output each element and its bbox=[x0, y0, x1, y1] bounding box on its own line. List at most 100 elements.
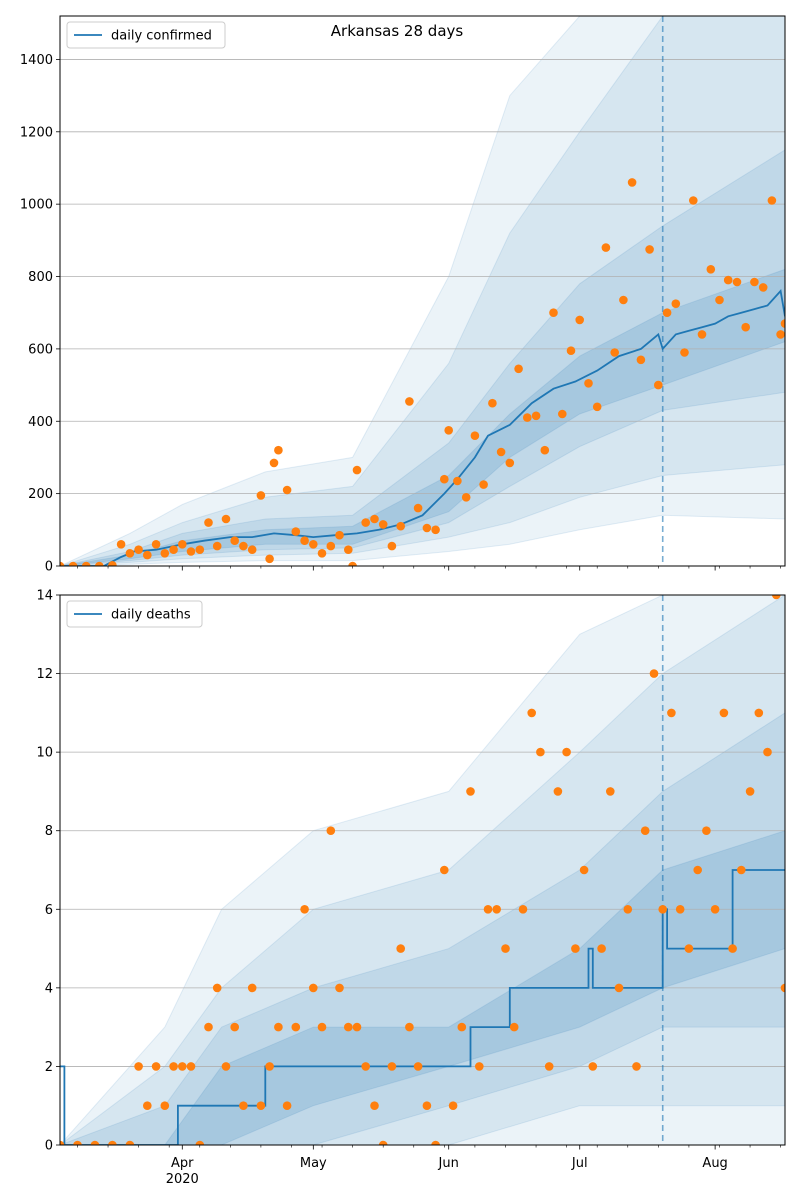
data-point bbox=[265, 1062, 274, 1071]
data-point bbox=[601, 243, 611, 252]
data-point bbox=[335, 983, 344, 993]
data-point bbox=[274, 1022, 283, 1032]
legend-box bbox=[66, 21, 226, 49]
data-point bbox=[256, 1101, 266, 1110]
data-point bbox=[763, 747, 772, 757]
data-point bbox=[396, 521, 406, 531]
data-point bbox=[627, 178, 637, 187]
data-point bbox=[658, 905, 667, 914]
data-point bbox=[125, 1140, 135, 1145]
data-point bbox=[60, 561, 65, 566]
y-tick-label: 4 bbox=[45, 981, 53, 996]
data-point bbox=[378, 520, 388, 529]
data-point bbox=[750, 277, 759, 287]
data-point bbox=[741, 322, 750, 332]
data-point bbox=[488, 398, 497, 408]
data-point bbox=[649, 669, 659, 678]
data-point bbox=[151, 540, 161, 549]
data-point bbox=[108, 561, 117, 566]
legend-label: daily confirmed bbox=[111, 29, 212, 44]
y-tick-label: 0 bbox=[45, 1139, 53, 1154]
data-point bbox=[453, 476, 462, 486]
data-point bbox=[186, 1062, 196, 1071]
data-point bbox=[470, 431, 480, 441]
y-tick-label: 2 bbox=[45, 1060, 53, 1075]
data-point bbox=[90, 1140, 100, 1145]
legend-label: daily deaths bbox=[111, 608, 191, 623]
data-point bbox=[475, 1062, 484, 1071]
data-point bbox=[571, 944, 580, 953]
data-point bbox=[523, 413, 532, 422]
data-point bbox=[540, 445, 550, 455]
data-point bbox=[396, 944, 406, 953]
data-point bbox=[728, 944, 737, 953]
data-point bbox=[239, 541, 248, 551]
data-point bbox=[619, 295, 628, 305]
data-point bbox=[496, 447, 506, 457]
data-point bbox=[509, 1022, 519, 1032]
data-point bbox=[195, 545, 205, 554]
data-point bbox=[719, 708, 729, 718]
data-point bbox=[754, 708, 764, 718]
y-tick-label: 200 bbox=[28, 487, 53, 502]
data-point bbox=[422, 523, 432, 533]
data-point bbox=[269, 458, 279, 468]
y-tick-label: 400 bbox=[28, 415, 53, 430]
data-point bbox=[597, 944, 606, 953]
data-point bbox=[479, 480, 488, 489]
data-point bbox=[640, 826, 650, 835]
data-point bbox=[186, 547, 196, 556]
data-point bbox=[592, 402, 602, 412]
band-outer bbox=[60, 16, 785, 566]
data-point bbox=[68, 561, 78, 566]
data-point bbox=[160, 549, 170, 558]
data-point bbox=[431, 525, 440, 535]
figure-title: Arkansas 28 days bbox=[331, 22, 464, 40]
data-point bbox=[492, 905, 502, 914]
data-point bbox=[151, 1062, 161, 1071]
data-point bbox=[584, 379, 593, 388]
data-point bbox=[697, 330, 707, 339]
data-point bbox=[282, 1101, 292, 1110]
data-point bbox=[204, 1022, 213, 1032]
observed-points bbox=[60, 595, 785, 1145]
data-point bbox=[81, 561, 91, 566]
data-point bbox=[370, 1101, 379, 1110]
y-tick-label: 10 bbox=[36, 746, 53, 761]
data-point bbox=[143, 550, 152, 560]
data-point bbox=[444, 426, 454, 435]
data-point bbox=[531, 411, 541, 421]
data-point bbox=[230, 1022, 239, 1032]
data-point bbox=[448, 1101, 458, 1110]
data-point bbox=[378, 1140, 388, 1145]
x-tick-label: Apr bbox=[171, 1156, 194, 1171]
x-tick-label: May bbox=[300, 1156, 327, 1171]
data-point bbox=[505, 458, 515, 468]
data-point bbox=[680, 348, 689, 357]
data-point bbox=[256, 491, 266, 500]
data-point bbox=[326, 541, 336, 551]
y-tick-label: 600 bbox=[28, 342, 53, 357]
confirmed-panel: 0 200 400 600 800 1000 1200 1400 daily confirmed bbox=[20, 15, 786, 575]
data-point bbox=[667, 708, 676, 718]
data-point bbox=[344, 545, 353, 554]
data-point bbox=[715, 295, 724, 305]
data-point bbox=[352, 465, 362, 475]
axes-frame bbox=[59, 594, 786, 1146]
data-point bbox=[230, 536, 239, 545]
band-outer bbox=[60, 595, 785, 1145]
data-point bbox=[693, 865, 702, 875]
data-point bbox=[632, 1062, 641, 1071]
data-point bbox=[300, 905, 309, 914]
data-point bbox=[361, 518, 371, 527]
data-point bbox=[60, 1140, 65, 1145]
data-point bbox=[527, 708, 536, 718]
data-point bbox=[662, 308, 672, 318]
y-tick-label: 14 bbox=[36, 589, 53, 604]
band-extreme bbox=[60, 595, 785, 1145]
data-point bbox=[461, 493, 471, 502]
y-tick-label: 1000 bbox=[20, 198, 53, 213]
data-point bbox=[247, 983, 257, 993]
